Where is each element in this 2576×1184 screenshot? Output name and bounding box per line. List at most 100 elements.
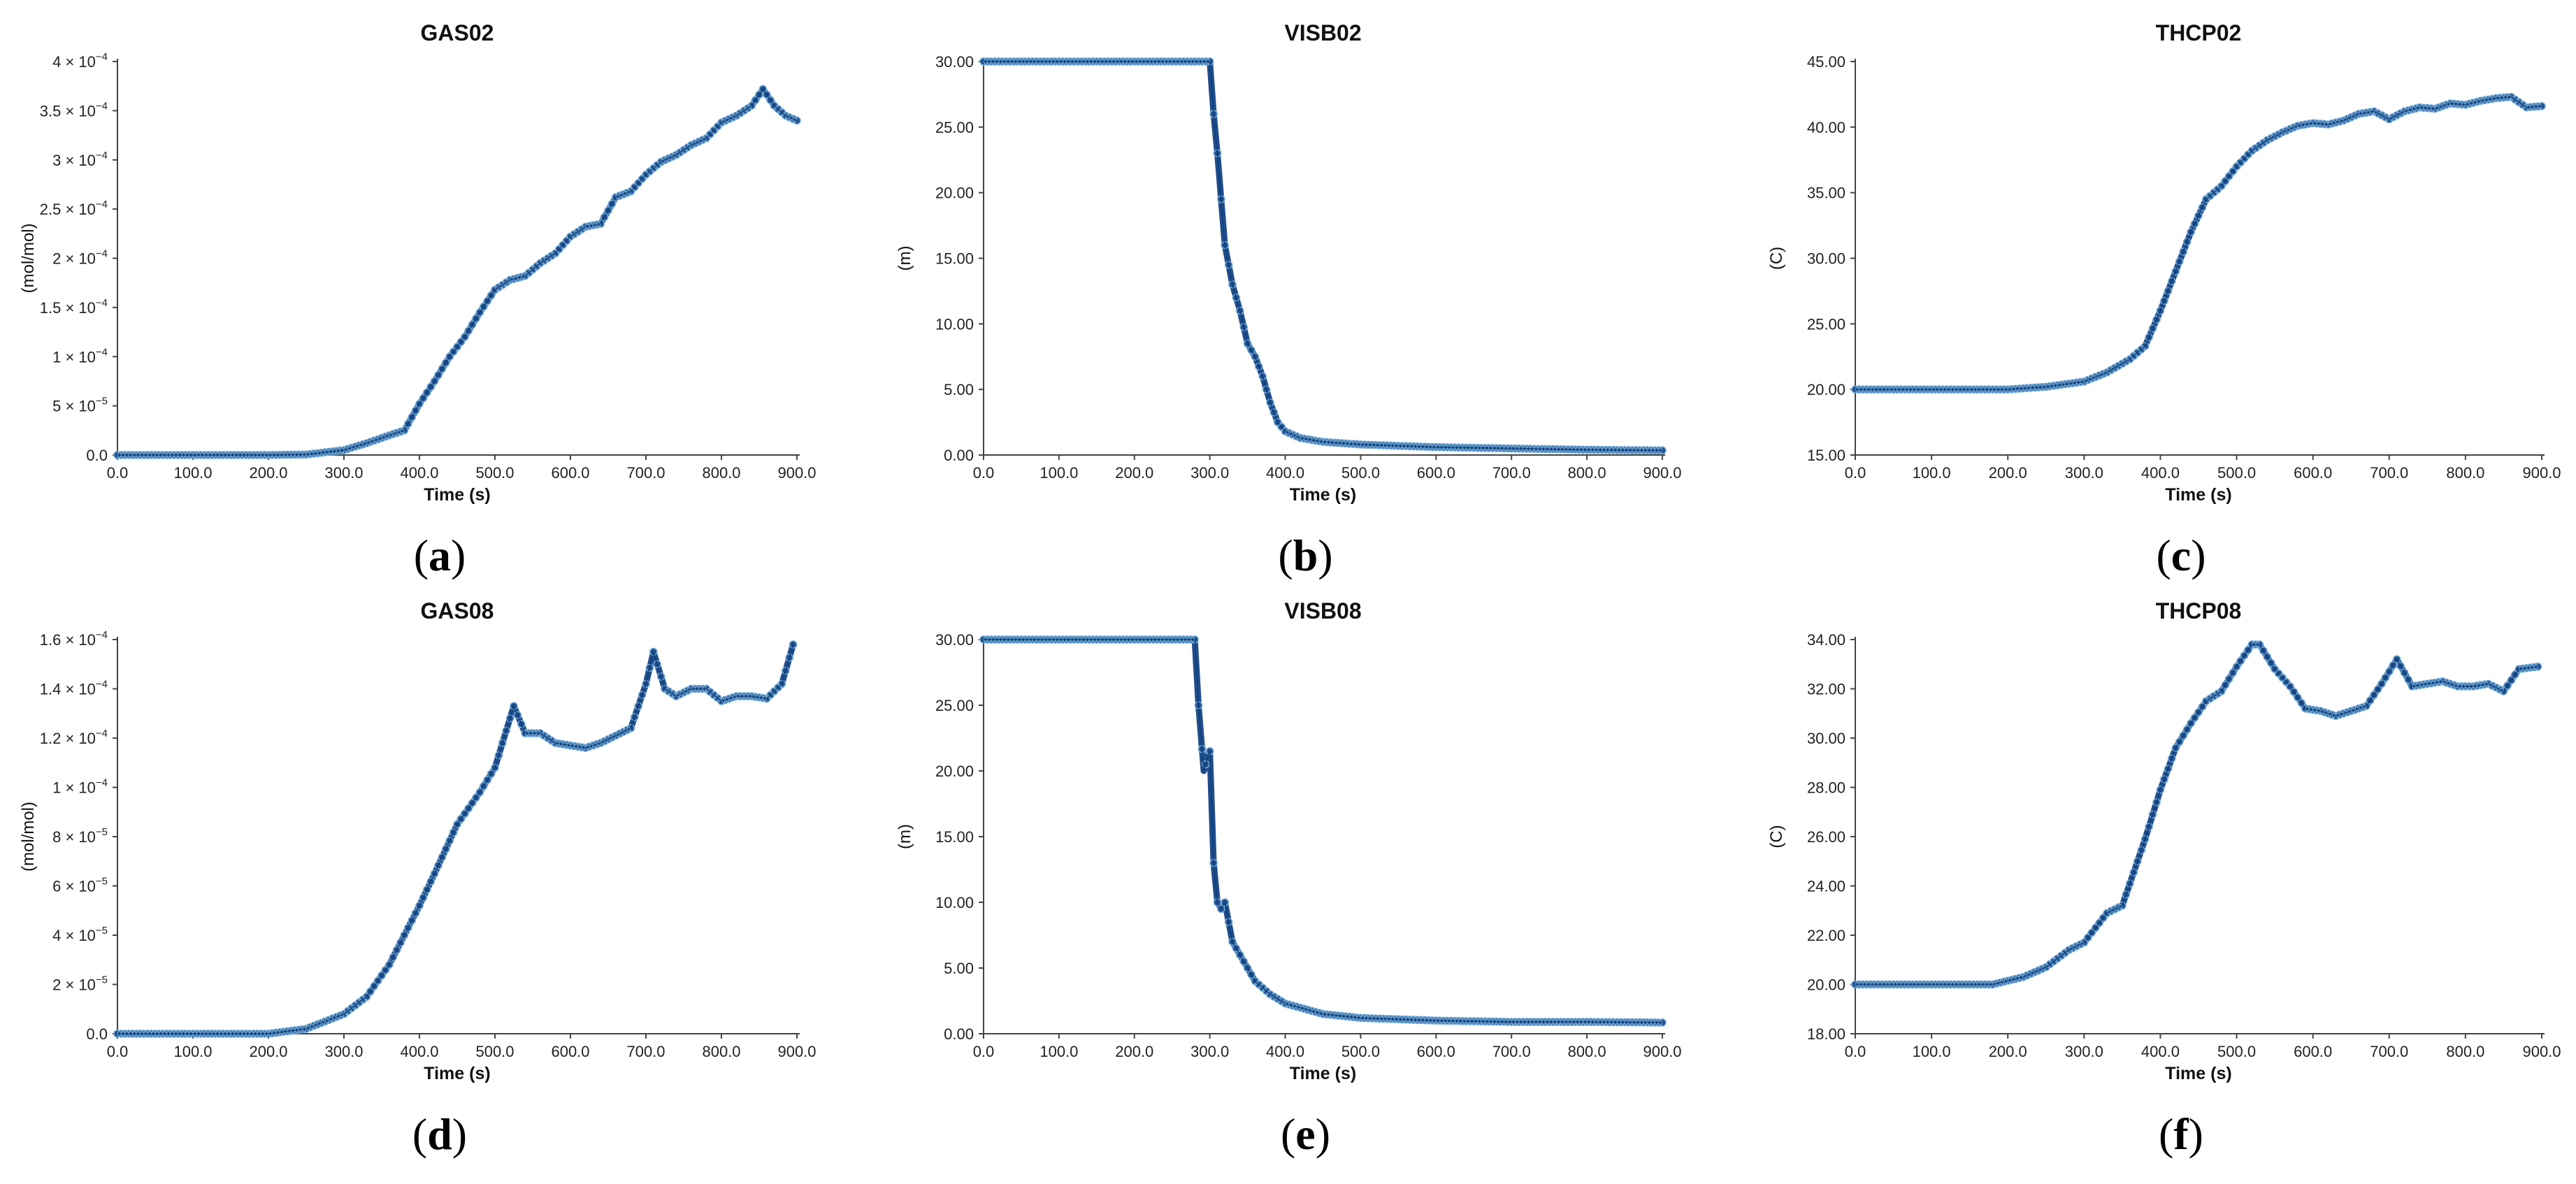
data-point bbox=[1281, 999, 1290, 1008]
data-point bbox=[2190, 219, 2199, 229]
data-point bbox=[389, 953, 398, 962]
data-point bbox=[343, 445, 352, 454]
data-point bbox=[725, 694, 733, 703]
data-point bbox=[2266, 134, 2275, 143]
data-point bbox=[2400, 668, 2409, 677]
data-point bbox=[400, 426, 409, 435]
data-point bbox=[354, 441, 364, 450]
y-tick-label: 1.6 × 10−4 bbox=[40, 629, 108, 649]
y-axis-label: (m) bbox=[895, 824, 914, 849]
data-point bbox=[2465, 99, 2474, 108]
data-point bbox=[430, 377, 439, 386]
data-point bbox=[2347, 707, 2355, 716]
data-point bbox=[464, 804, 473, 813]
data-point bbox=[2362, 702, 2370, 711]
data-point bbox=[389, 430, 398, 438]
data-point bbox=[675, 690, 684, 699]
data-point bbox=[581, 222, 590, 231]
x-tick-label: 400.0 bbox=[400, 464, 438, 482]
x-tick-label: 0.0 bbox=[973, 464, 995, 482]
data-point bbox=[305, 1023, 315, 1032]
y-tick-label: 0.0 bbox=[86, 1025, 108, 1043]
data-point bbox=[2198, 203, 2207, 212]
data-point bbox=[441, 359, 450, 367]
data-point bbox=[596, 219, 605, 229]
data-point bbox=[747, 101, 756, 110]
x-tick-label: 400.0 bbox=[2141, 464, 2180, 482]
data-point bbox=[2339, 709, 2348, 718]
data-point bbox=[2087, 374, 2096, 383]
x-tick-label: 300.0 bbox=[324, 1043, 363, 1060]
data-point bbox=[615, 192, 624, 200]
data-point bbox=[377, 433, 386, 442]
data-point bbox=[366, 987, 375, 996]
data-point bbox=[2145, 823, 2153, 831]
data-point bbox=[2331, 712, 2340, 721]
data-point bbox=[2507, 676, 2516, 685]
y-tick-label: 18.00 bbox=[1807, 1025, 1845, 1043]
x-tick-label: 700.0 bbox=[2370, 1043, 2408, 1060]
y-tick-label: 45.00 bbox=[1807, 53, 1845, 71]
data-point bbox=[2091, 373, 2100, 382]
data-point bbox=[2038, 965, 2047, 973]
data-point bbox=[2156, 306, 2165, 315]
data-point bbox=[2366, 696, 2375, 705]
series-line bbox=[1852, 94, 2545, 393]
data-point bbox=[2442, 678, 2451, 687]
chart-title: GAS02 bbox=[421, 20, 494, 45]
data-point bbox=[2072, 942, 2081, 951]
data-point bbox=[411, 909, 420, 918]
x-tick-label: 800.0 bbox=[2446, 1043, 2484, 1060]
data-point bbox=[1315, 1009, 1323, 1018]
data-point bbox=[396, 427, 405, 436]
data-point bbox=[2259, 647, 2268, 655]
series-core-line bbox=[1855, 96, 2542, 391]
data-point bbox=[313, 1020, 322, 1029]
y-tick-label: 40.00 bbox=[1807, 119, 1845, 136]
y-tick-label: 4 × 10−5 bbox=[52, 925, 108, 944]
y-tick-label: 20.00 bbox=[1807, 976, 1845, 994]
data-point bbox=[1262, 385, 1271, 394]
x-tick-label: 600.0 bbox=[2294, 464, 2332, 482]
x-tick-label: 900.0 bbox=[1643, 464, 1681, 482]
x-tick-label: 200.0 bbox=[1989, 1043, 2027, 1060]
x-tick-label: 900.0 bbox=[777, 464, 816, 482]
data-point bbox=[589, 741, 598, 750]
data-point bbox=[661, 156, 669, 164]
data-point bbox=[1236, 951, 1244, 959]
y-tick-label: 5.00 bbox=[944, 960, 974, 977]
panel-label: (c) bbox=[2156, 530, 2206, 580]
data-point bbox=[2396, 109, 2405, 117]
x-tick-label: 200.0 bbox=[249, 1043, 287, 1060]
data-point bbox=[694, 137, 703, 146]
data-point bbox=[2221, 681, 2229, 690]
y-tick-label: 35.00 bbox=[1807, 185, 1845, 202]
data-point bbox=[441, 844, 450, 853]
data-point bbox=[2110, 905, 2119, 914]
data-point bbox=[2129, 868, 2138, 876]
y-tick-label: 25.00 bbox=[935, 697, 974, 714]
x-tick-label: 800.0 bbox=[702, 1043, 740, 1060]
x-tick-label: 300.0 bbox=[324, 464, 363, 482]
data-point bbox=[1288, 431, 1297, 439]
data-point bbox=[649, 647, 658, 656]
data-point bbox=[475, 788, 484, 797]
data-point bbox=[1292, 1002, 1301, 1011]
x-tick-label: 500.0 bbox=[2217, 1043, 2256, 1060]
data-point bbox=[408, 412, 417, 421]
panel-label: (a) bbox=[414, 530, 466, 580]
data-point bbox=[1239, 957, 1248, 966]
data-point bbox=[2140, 342, 2150, 351]
data-point bbox=[1202, 760, 1210, 769]
data-point bbox=[1269, 408, 1279, 417]
data-point bbox=[468, 320, 477, 329]
data-point bbox=[2289, 688, 2298, 696]
panel-label: (e) bbox=[1281, 1109, 1330, 1159]
series-core-line bbox=[984, 639, 1662, 1023]
data-point bbox=[456, 814, 466, 823]
data-point bbox=[370, 436, 379, 445]
data-point bbox=[2171, 267, 2180, 276]
data-point bbox=[2385, 667, 2394, 676]
x-tick-label: 0.0 bbox=[1845, 1043, 1866, 1060]
data-point bbox=[766, 96, 775, 105]
